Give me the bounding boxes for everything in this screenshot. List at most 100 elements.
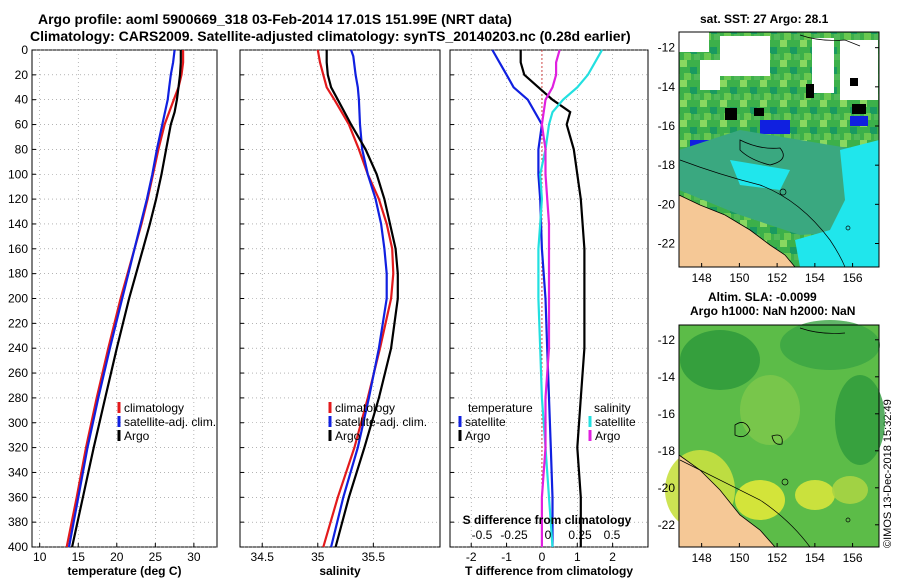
sst-cloud-patch	[852, 104, 866, 114]
depth-tick-label: 400	[8, 540, 28, 554]
sst-map-lat-tick-label: -12	[658, 41, 676, 55]
salinity-diff-tick-label: -0.5	[472, 528, 493, 542]
sst-warm-area	[730, 160, 790, 190]
sst-cloud-patch	[806, 84, 814, 98]
differences-series-t-satellite	[491, 49, 554, 547]
differences-x-tick-label: -2	[466, 550, 477, 564]
sla-island	[845, 517, 851, 523]
differences-x-tick-label: -1	[501, 550, 512, 564]
sla-map-lat-tick-label: -12	[658, 333, 676, 347]
sst-missing-data	[840, 40, 878, 100]
temperature-series-argo	[71, 50, 182, 548]
depth-tick-label: 20	[15, 68, 29, 82]
salinity-x-tick-label: 34.5	[251, 550, 275, 564]
sst-missing-data	[812, 38, 834, 93]
salinity-difference-axis-label: S difference from climatology	[463, 513, 632, 527]
sla-map-lon-tick-label: 150	[729, 551, 749, 565]
sla-map-title: Altim. SLA: -0.0099	[708, 290, 817, 304]
sla-map-subtitle: Argo h1000: NaN h2000: NaN	[690, 304, 856, 318]
figure-title-line1: Argo profile: aoml 5900669_318 03-Feb-20…	[38, 11, 512, 27]
temperature-legend-label: Argo	[124, 429, 150, 443]
difference-salinity-legend-label: satellite	[595, 415, 636, 429]
differences-series-s-satellite	[537, 49, 603, 548]
differences-x-axis-label: T difference from climatology	[465, 564, 633, 578]
salinity-x-tick-label: 35.5	[362, 550, 386, 564]
sla-map-lat-tick-label: -18	[658, 444, 676, 458]
sst-map-lat-tick-label: -18	[658, 158, 676, 172]
salinity-x-tick-label: 35	[311, 550, 325, 564]
sla-map-frame	[678, 324, 880, 548]
differences-x-tick-label: 1	[574, 550, 581, 564]
depth-tick-label: 40	[15, 93, 29, 107]
salinity-series-climatology	[316, 49, 395, 548]
temperature-x-tick-label: 30	[187, 550, 201, 564]
sla-map-lat-tick-label: -20	[658, 481, 676, 495]
sst-map-lat-tick-label: -22	[658, 237, 676, 251]
sla-reef-outline	[771, 434, 783, 445]
sla-map-lon-tick-label: 154	[805, 551, 825, 565]
differences-x-tick-label: 0	[539, 550, 546, 564]
sst-map-lon-tick-label: 150	[729, 271, 749, 285]
sla-map-lon-tick-label: 148	[692, 551, 712, 565]
sst-warm-area	[795, 140, 879, 267]
sst-map-lat-tick-label: -16	[658, 119, 676, 133]
sst-map-lon-tick-label: 148	[692, 271, 712, 285]
temperature-x-tick-label: 15	[72, 550, 86, 564]
sst-map-lat-tick-label: -20	[658, 197, 676, 211]
depth-tick-label: 80	[15, 142, 29, 156]
temperature-x-tick-label: 25	[149, 550, 163, 564]
sst-map-lat-tick-label: -14	[658, 80, 676, 94]
salinity-diff-tick-label: -0.25	[500, 528, 528, 542]
sst-map-frame	[678, 31, 880, 268]
sst-coastline	[799, 34, 861, 47]
salinity-x-axis-label: salinity	[319, 564, 361, 578]
difference-salinity-legend-label: Argo	[595, 429, 621, 443]
sst-missing-data	[700, 60, 720, 90]
depth-tick-label: 320	[8, 441, 28, 455]
sst-island	[779, 188, 787, 196]
sst-map-lon-tick-label: 154	[805, 271, 825, 285]
sst-missing-data	[720, 36, 770, 76]
sla-map-lat-tick-label: -22	[658, 518, 676, 532]
sla-coastline	[799, 327, 846, 334]
sla-map	[665, 320, 885, 548]
sla-island	[781, 478, 789, 486]
sst-cloud-patch	[754, 108, 764, 116]
depth-tick-label: 160	[8, 242, 28, 256]
salinity-series-argo	[325, 50, 399, 548]
sst-cold-patch	[760, 120, 790, 134]
sst-cloud-patch	[850, 78, 858, 86]
sla-map-lat-tick-label: -16	[658, 407, 676, 421]
depth-tick-label: 240	[8, 341, 28, 355]
difference-legend-title-salinity: salinity	[594, 401, 631, 415]
temperature-legend-label: climatology	[124, 401, 184, 415]
sst-missing-data	[679, 32, 709, 52]
depth-tick-label: 380	[8, 515, 28, 529]
depth-tick-label: 180	[8, 267, 28, 281]
sla-map-lon-tick-label: 156	[843, 551, 863, 565]
difference-temperature-legend-label: Argo	[465, 429, 491, 443]
sst-coastline	[739, 139, 784, 166]
temperature-legend-label: satellite-adj. clim.	[124, 415, 216, 429]
sla-coastline	[679, 459, 811, 548]
depth-tick-label: 280	[8, 391, 28, 405]
depth-tick-label: 260	[8, 366, 28, 380]
sla-reef-outline	[734, 422, 751, 438]
depth-tick-label: 140	[8, 217, 28, 231]
depth-tick-label: 120	[8, 192, 28, 206]
temperature-series-satellite	[67, 49, 176, 548]
figure-title-line2: Climatology: CARS2009. Satellite-adjuste…	[30, 28, 631, 44]
sst-map-lon-tick-label: 156	[843, 271, 863, 285]
sla-map-lon-tick-label: 152	[767, 551, 787, 565]
differences-x-tick-label: 2	[609, 550, 616, 564]
temperature-x-tick-label: 10	[33, 550, 47, 564]
difference-temperature-legend-label: satellite	[465, 415, 506, 429]
differences-series-t-argo	[519, 50, 586, 547]
depth-tick-label: 0	[21, 43, 28, 57]
difference-legend-title-temperature: temperature	[468, 401, 533, 415]
sst-cold-patch	[850, 116, 868, 126]
salinity-legend-label: Argo	[335, 429, 361, 443]
sst-map-title: sat. SST: 27 Argo: 28.1	[700, 12, 829, 26]
differences-series-s-argo	[540, 49, 561, 547]
